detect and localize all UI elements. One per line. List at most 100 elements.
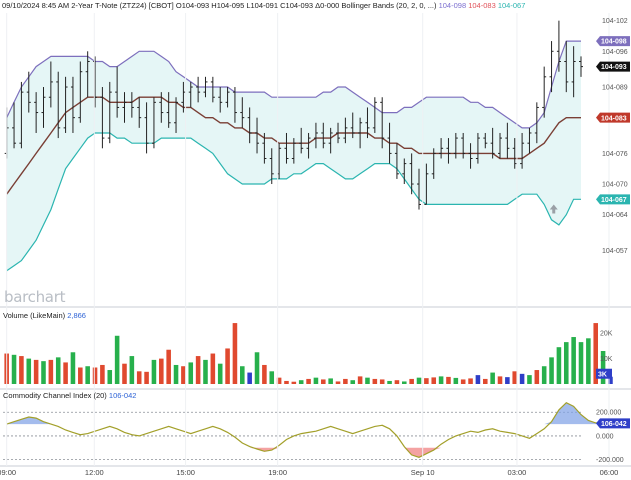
volume-bar [240,366,245,384]
volume-bar [122,363,127,384]
header-ohlc: O104-093 H104-095 L104-091 C104-093 Δ0-0… [175,1,340,10]
ohlc-bar [387,122,392,164]
volume-pane[interactable] [4,323,613,384]
cci-tick-label: -200.000 [596,457,624,464]
cci-tick-label: 0.000 [596,433,614,440]
x-tick-label: 03:00 [508,468,527,477]
volume-bar [571,337,576,384]
cci-pane[interactable] [3,401,611,461]
volume-bar [321,379,326,384]
ohlc-bar [225,87,230,108]
volume-bar [446,376,451,384]
price-tick-label: 104-096 [602,49,628,56]
volume-bar [402,381,407,384]
ohlc-bar [262,132,267,164]
volume-bar [11,354,17,384]
ohlc-bar [439,138,444,159]
price-badge: 104-098 [596,36,630,47]
ohlc-bar [380,97,385,149]
volume-bar [298,380,304,384]
price-badge-text: 104-067 [601,197,627,204]
volume-bar [173,364,179,384]
price-badge-bg [596,112,630,123]
ohlc-bar [196,76,201,103]
volume-bar [409,378,414,384]
volume-bar [468,378,473,384]
volume-bar [19,356,24,384]
cci-pane-label: Commodity Channel Index (20) 106-042 [3,391,136,400]
header-instrument: 2-Year T-Note (ZTZ24) [CBOT] [71,1,174,10]
volume-bar [291,381,297,384]
ohlc-bar [19,81,24,149]
ohlc-bar [299,127,304,154]
ohlc-bar [321,122,326,149]
volume-bar [534,370,540,384]
volume-bar [453,377,459,384]
volume-bar [328,378,333,384]
ohlc-bar [468,143,473,169]
volume-bar [188,362,194,384]
volume-bar [549,357,554,384]
price-pane[interactable] [4,20,631,272]
volume-bar [63,362,68,384]
ohlc-bar [446,138,451,164]
volume-bar [600,351,606,384]
volume-bar [343,378,348,384]
ohlc-bar [85,51,90,98]
volume-bar [144,371,149,384]
ohlc-bar [328,127,333,154]
volume-label-name: Volume (LikeMain) [3,311,66,320]
barchart-logo: barchart [4,288,66,306]
chart-header: 09/10/2024 8:45 AM 2-Year T-Note (ZTZ24)… [2,1,525,10]
header-datetime: 09/10/2024 8:45 AM [2,1,70,10]
header-bb-params: (20, 2, 0, ...) [396,1,437,10]
volume-bar [482,378,488,384]
header-bb-label: Bollinger Bands [341,1,394,10]
volume-bar [306,378,311,384]
volume-bar [556,347,562,384]
ohlc-bar [218,87,223,113]
price-badge-text: 104-083 [601,115,627,122]
price-tick-label: 104-089 [602,85,628,92]
cci-label-value: 106-042 [108,391,137,400]
ohlc-bar [174,97,179,133]
volume-bar [586,338,591,384]
volume-bar [254,352,260,384]
volume-bar [225,348,230,384]
volume-bar [475,375,481,384]
ohlc-bar [203,76,208,98]
volume-bar [519,373,525,384]
volume-bar [166,349,171,384]
volume-bar [335,381,341,384]
volume-bar [247,372,252,384]
price-tick-label: 104-102 [602,18,628,25]
ohlc-bar [409,153,414,195]
ohlc-bar [188,81,193,108]
volume-bar [608,376,613,384]
volume-bar [159,358,164,384]
cci-line [6,401,611,458]
ohlc-bar [284,132,289,164]
ohlc-bar [115,66,120,118]
volume-bar [379,379,385,384]
ohlc-bar [358,117,363,149]
ohlc-bar [431,148,436,179]
ohlc-bar [505,122,510,159]
volume-bar [41,361,46,384]
volume-bar [431,377,437,384]
ohlc-bar [122,92,127,123]
ohlc-bar [498,132,503,159]
volume-badge-bg [596,368,612,379]
ohlc-bar [372,97,377,133]
volume-bar [365,377,370,384]
ohlc-bar [63,76,68,133]
ohlc-bar [291,138,296,164]
price-badge: 104-067 [596,194,630,205]
ohlc-bar [417,168,422,210]
ohlc-bar [527,127,532,154]
ohlc-bar [78,61,83,123]
volume-bar [460,379,466,384]
volume-bar [387,380,392,384]
